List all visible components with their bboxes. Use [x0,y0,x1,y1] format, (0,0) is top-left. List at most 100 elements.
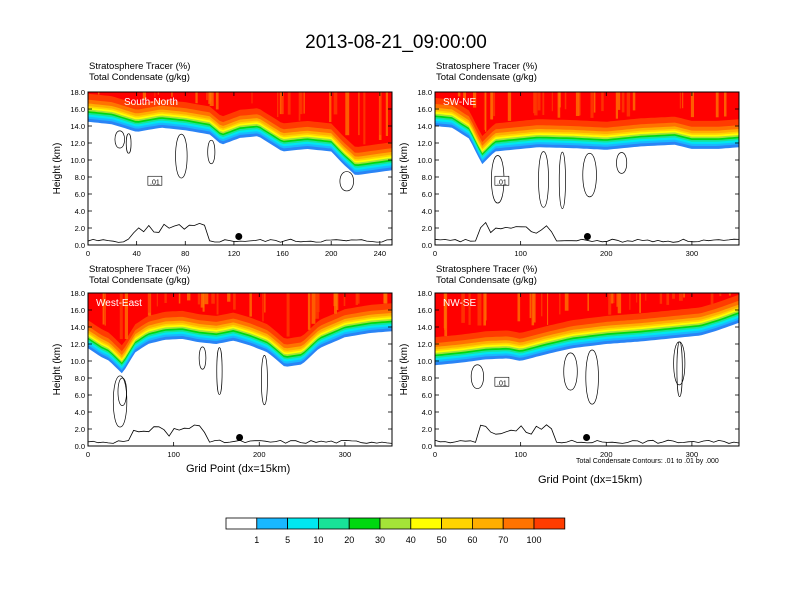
contour-label-box [494,175,510,186]
y-tick-label: 6.0 [422,391,432,400]
y-tick-label: 4.0 [75,408,85,417]
tracer-streak [104,293,106,326]
y-tick-label: 0.0 [422,241,432,250]
tracer-streak [286,293,290,337]
colorbar-label: 30 [375,535,385,545]
tracer-streak [468,293,471,325]
colorbar-swatch [410,517,442,530]
y-tick-label: 10.0 [417,156,432,165]
tracer-streak [356,293,360,304]
condensate-contour [582,152,597,198]
x-tick-label: 300 [686,450,699,459]
x-tick-label: 200 [600,249,613,258]
location-marker [583,233,591,240]
y-axis-title: Height (km) [399,143,410,195]
y-axis-title: Height (km) [52,344,63,396]
tracer-streak [610,293,614,304]
tracer-streak [461,293,465,323]
panel1-header-tracer: Stratosphere Tracer (%) [89,61,191,72]
tracer-streak [534,92,538,116]
plot-frame [87,91,393,246]
colorbar-label: 70 [498,535,508,545]
y-tick-label: 2.0 [75,224,85,233]
tracer-streak [626,92,631,117]
tracer-streak [383,293,387,304]
condensate-contour [339,171,354,192]
panel-label: NW-SE [443,298,476,309]
colorbar-swatch [317,517,350,530]
tracer-streak [298,92,301,121]
y-tick-label: 16.0 [417,105,432,114]
tracer-streak [659,293,663,304]
tracer-streak [690,92,694,118]
tracer-streak [264,293,266,313]
tracer-streak [208,92,211,104]
location-marker [236,434,244,441]
tracer-streak [333,92,338,115]
tracer-streak [587,293,589,311]
colorbar-swatch [502,517,535,530]
tracer-streak [307,293,311,330]
panel1-header-condensate: Total Condensate (g/kg) [89,72,190,83]
tracer-streak [616,293,618,307]
x-tick-label: 100 [514,249,527,258]
panel2-header: Stratosphere Tracer (%) Total Condensate… [436,61,537,83]
panel-3: West-East 0.0 2.0 4.0 6.0 8.0 10.0 12.0 14.0 16.0… [52,289,393,459]
colorbar-label: 50 [437,535,447,545]
x-tick-label: 200 [325,249,338,258]
y-tick-label: 2.0 [422,425,432,434]
panel3-header-condensate: Total Condensate (g/kg) [89,275,190,286]
colorbar-label: 10 [313,535,323,545]
tracer-streak [262,293,264,322]
tracer-streak [639,293,641,313]
y-tick-label: 18.0 [70,289,85,298]
tracer-streak [209,92,212,102]
colorbar: 1 5 10 20 30 40 50 60 70 100 [225,517,566,545]
tracer-streak [617,92,621,110]
panel2-header-tracer: Stratosphere Tracer (%) [436,61,538,72]
x-tick-label: 200 [600,450,613,459]
y-tick-label: 2.0 [75,425,85,434]
tracer-streak [615,92,618,119]
y-tick-label: 0.0 [75,442,85,451]
panel-3-field [88,293,392,444]
tracer-streak [517,293,521,322]
condensate-contour [117,377,127,406]
condensate-contour [676,341,683,397]
y-tick-label: 16.0 [70,105,85,114]
tracer-streak [493,92,496,117]
tracer-streak [672,293,675,299]
x-tick-label: 200 [253,450,266,459]
tracer-streak [683,293,685,298]
tracer-streak [197,293,200,305]
condensate-contour [216,347,223,395]
tracer-streak [666,293,670,305]
contour-label-text: .01 [497,380,507,387]
tracer-band-12 [435,293,739,338]
tracer-streak [157,92,159,95]
tracer-streak [547,293,549,325]
condensate-contour [175,133,188,179]
colorbar-label: 20 [344,535,354,545]
tracer-streak [209,92,214,106]
tracer-streak [593,92,596,113]
terrain-line [435,424,739,444]
panel4-header: Stratosphere Tracer (%) Total Condensate… [436,264,537,286]
x-tick-label: 100 [514,450,527,459]
plot-frame [434,91,740,246]
x-tick-label: 0 [433,249,437,258]
y-tick-label: 14.0 [70,122,85,131]
contour-label-box [147,175,163,186]
contour-footnote: Total Condensate Contours: .01 to .01 by… [576,458,719,465]
x-tick-label: 0 [433,450,437,459]
colorbar-swatch [287,517,319,530]
tracer-streak [564,92,567,110]
tracer-streak [679,92,682,109]
y-tick-label: 4.0 [422,408,432,417]
contour-label: .01 [494,376,510,387]
colorbar-swatch [441,517,473,530]
tracer-streak [629,293,631,310]
tracer-streak [98,92,100,95]
tracer-streak [564,293,569,311]
y-tick-label: 12.0 [417,340,432,349]
